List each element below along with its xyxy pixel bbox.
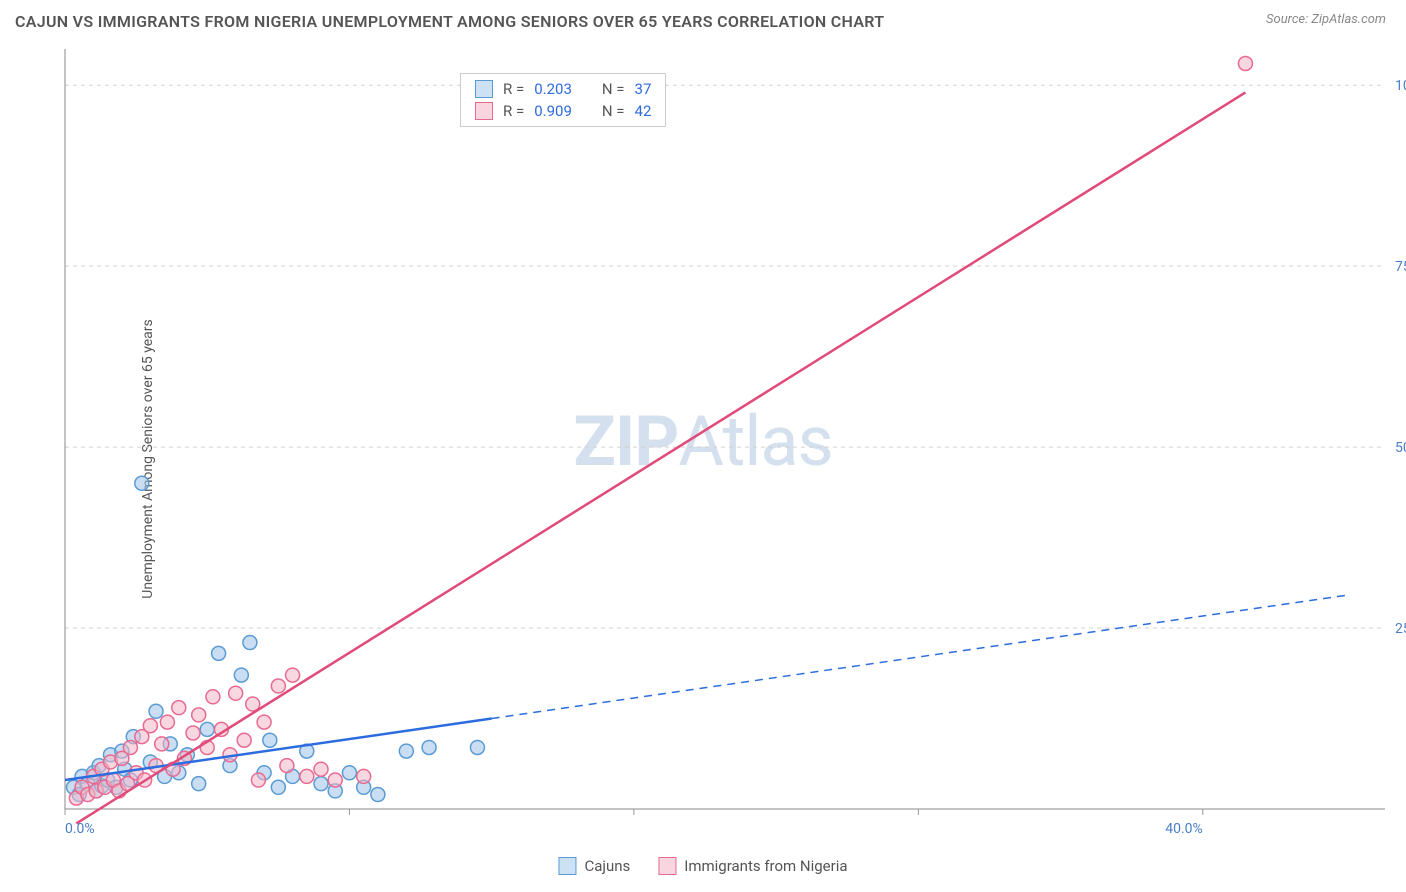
r-value: 0.909 xyxy=(534,102,572,120)
svg-text:0.0%: 0.0% xyxy=(65,821,95,837)
svg-text:50.0%: 50.0% xyxy=(1395,440,1406,456)
stats-row: R = 0.203 N = 37 xyxy=(461,78,665,100)
correlation-stats-box: R = 0.203 N = 37 R = 0.909 N = 42 xyxy=(460,73,666,127)
stats-row: R = 0.909 N = 42 xyxy=(461,100,665,122)
chart-header: CAJUN VS IMMIGRANTS FROM NIGERIA UNEMPLO… xyxy=(0,0,1406,39)
n-value: 42 xyxy=(635,102,652,120)
r-label: R = xyxy=(503,102,524,120)
swatch-pink xyxy=(475,102,493,120)
swatch-pink xyxy=(658,857,676,875)
svg-text:75.0%: 75.0% xyxy=(1395,259,1406,275)
chart-title: CAJUN VS IMMIGRANTS FROM NIGERIA UNEMPLO… xyxy=(15,12,884,31)
n-label: N = xyxy=(602,102,625,120)
source-credit: Source: ZipAtlas.com xyxy=(1266,12,1386,27)
r-label: R = xyxy=(503,80,524,98)
legend-item: Cajuns xyxy=(558,857,630,875)
series-legend: Cajuns Immigrants from Nigeria xyxy=(558,857,847,875)
n-value: 37 xyxy=(635,80,652,98)
legend-item: Immigrants from Nigeria xyxy=(658,857,847,875)
svg-text:100.0%: 100.0% xyxy=(1395,78,1406,94)
chart-area: Unemployment Among Seniors over 65 years… xyxy=(0,39,1406,879)
r-value: 0.203 xyxy=(534,80,572,98)
svg-text:25.0%: 25.0% xyxy=(1395,621,1406,637)
svg-text:40.0%: 40.0% xyxy=(1165,821,1203,837)
swatch-blue xyxy=(475,80,493,98)
scatter-plot: 0.0%40.0% 25.0%50.0%75.0%100.0% xyxy=(45,39,1395,859)
n-label: N = xyxy=(602,80,625,98)
legend-label: Immigrants from Nigeria xyxy=(684,857,847,875)
legend-label: Cajuns xyxy=(584,857,630,875)
swatch-blue xyxy=(558,857,576,875)
